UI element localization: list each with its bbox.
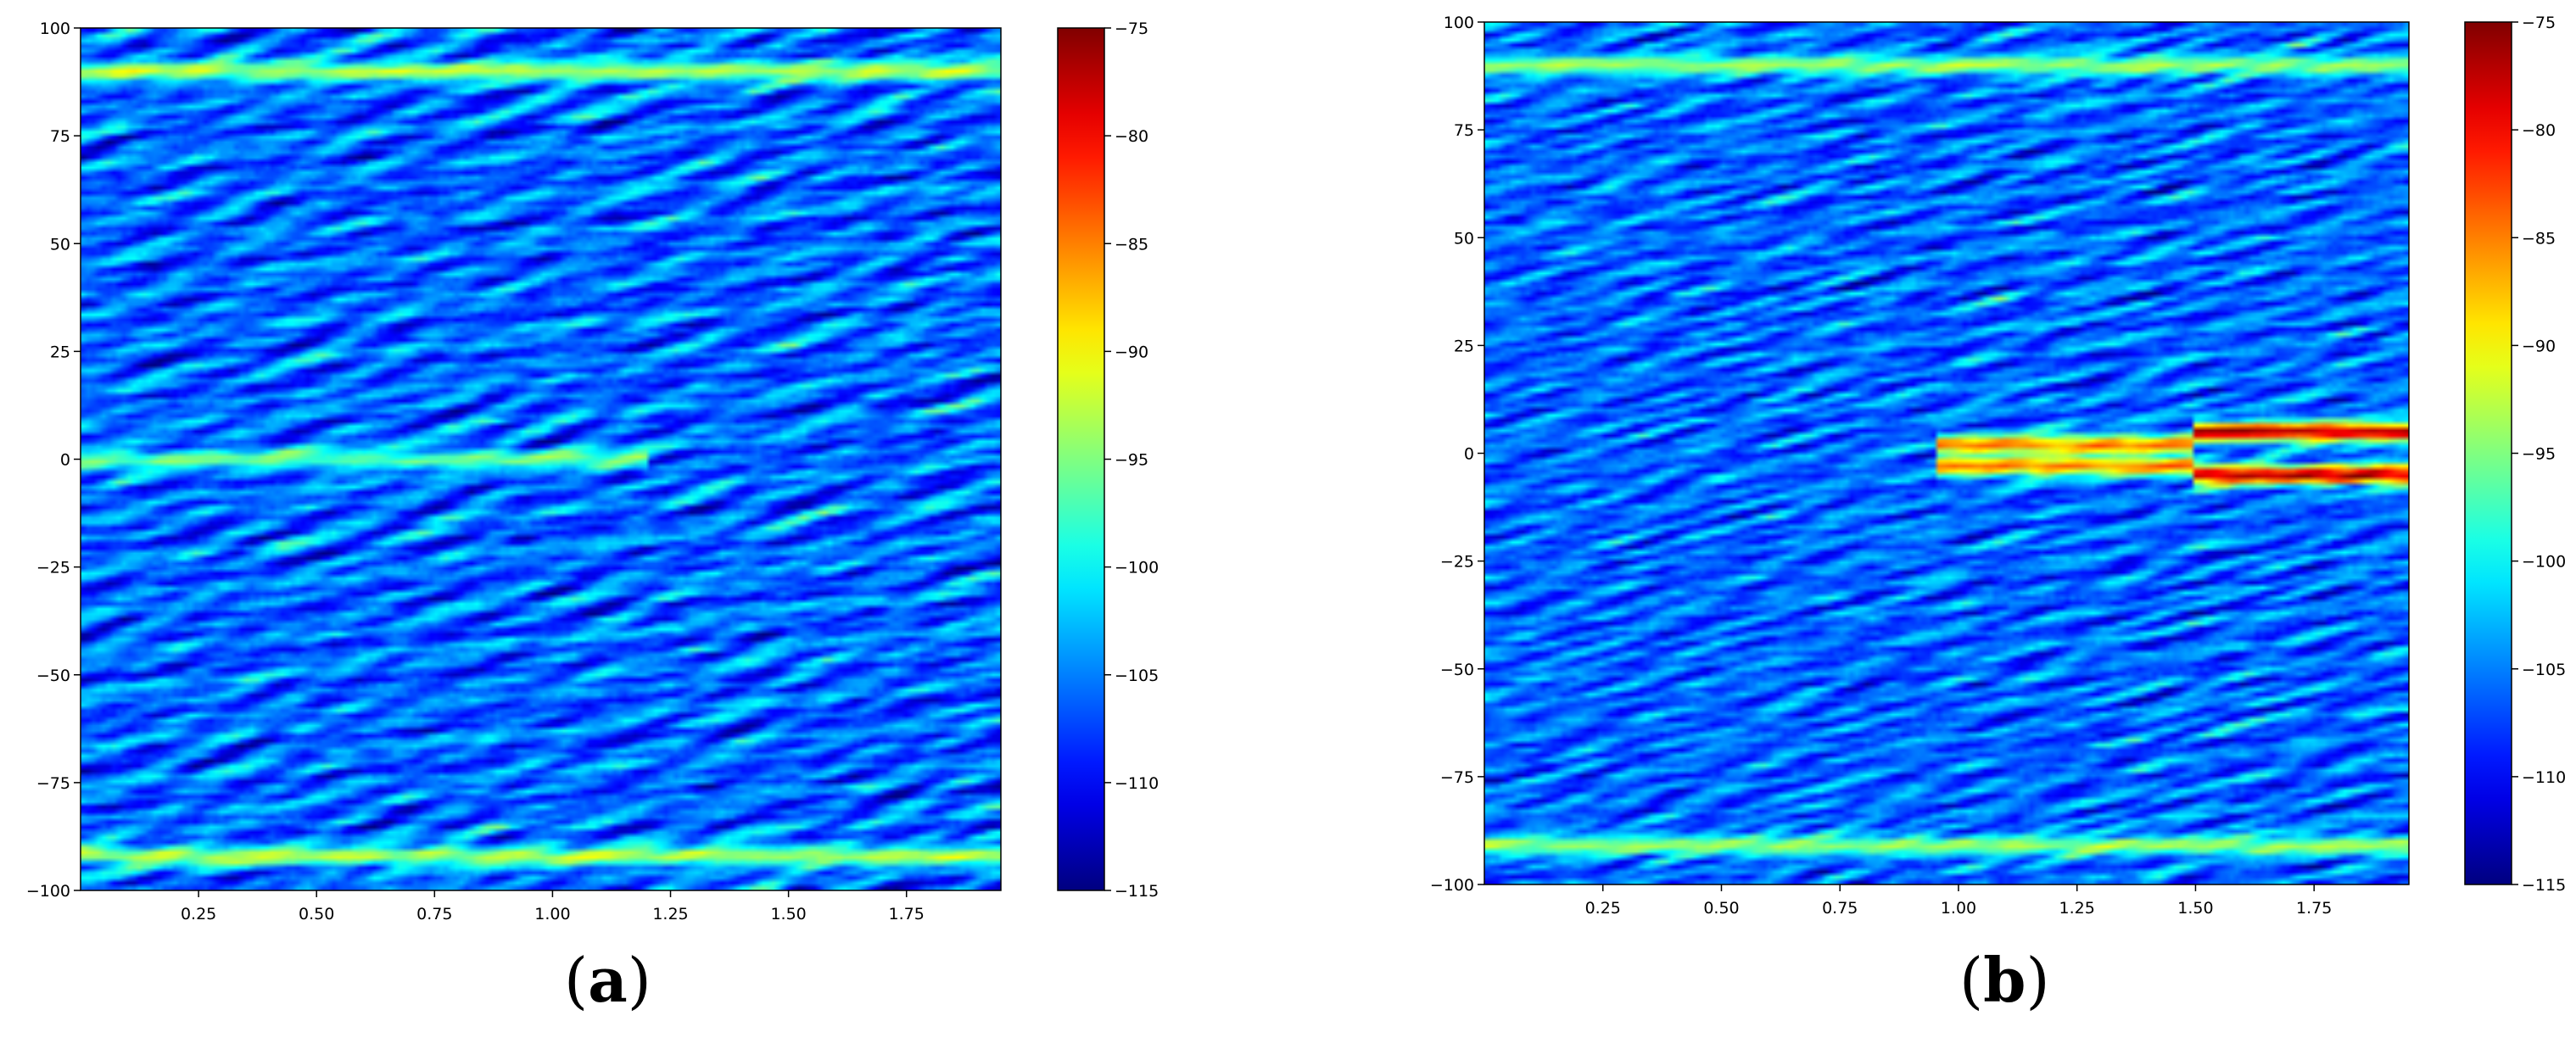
x-tick-label: 0.50 — [1703, 899, 1739, 918]
colorbar-tick-label: −85 — [2522, 229, 2556, 248]
y-tick-label: 0 — [1464, 445, 1474, 464]
y-tick-label: −100 — [1430, 876, 1474, 895]
y-tick-label: −75 — [36, 774, 70, 793]
x-tick-label: 0.50 — [299, 905, 334, 923]
colorbar-tick-label: −90 — [2522, 337, 2556, 355]
panel-label-a: (a) — [564, 944, 651, 1016]
colorbar — [2464, 21, 2512, 885]
y-tick-label: 50 — [1454, 229, 1474, 248]
x-tick-label: 0.75 — [1822, 899, 1858, 918]
x-tick-label: 1.00 — [534, 905, 570, 923]
y-tick-label: 25 — [1454, 337, 1474, 355]
colorbar-tick-label: −85 — [1115, 235, 1148, 254]
x-tick-label: 1.50 — [2177, 899, 2213, 918]
y-tick-label: −25 — [1440, 553, 1474, 572]
colorbar-tick-label: −115 — [2522, 876, 2566, 895]
x-tick-label: 1.00 — [1941, 899, 1976, 918]
x-tick-label: 0.25 — [1585, 899, 1621, 918]
panel-label-b: (b) — [1959, 944, 2050, 1016]
colorbar-tick-label: −90 — [1115, 343, 1148, 361]
y-tick-label: −25 — [36, 559, 70, 578]
x-tick-label: 0.25 — [181, 905, 216, 923]
colorbar-tick-label: −95 — [2522, 445, 2556, 464]
colorbar-tick-label: −110 — [2522, 768, 2566, 787]
x-tick-label: 0.75 — [416, 905, 452, 923]
y-tick-label: 25 — [50, 343, 70, 361]
colorbar-tick-label: −100 — [1115, 559, 1159, 578]
x-tick-label: 1.25 — [652, 905, 688, 923]
y-tick-label: 50 — [50, 235, 70, 254]
colorbar-tick-label: −105 — [1115, 667, 1159, 685]
colorbar-tick-label: −95 — [1115, 451, 1148, 470]
y-tick-label: 75 — [1454, 121, 1474, 140]
y-tick-label: −100 — [26, 882, 70, 901]
panel-label-b-letter: b — [1983, 944, 2026, 1016]
y-tick-label: −50 — [36, 667, 70, 685]
y-tick-label: 100 — [40, 20, 70, 38]
panel-label-a-letter: a — [588, 944, 628, 1016]
chart-panel-a: 0.25 0.50 0.75 1.00 1.25 1.50 1.75 100 75 50 25 0 −2… — [26, 20, 1159, 923]
colorbar-tick-label: −115 — [1115, 882, 1159, 901]
colorbar-tick-label: −80 — [1115, 127, 1148, 146]
colorbar-tick-label: −105 — [2522, 661, 2566, 679]
y-tick-label: −75 — [1440, 768, 1474, 787]
heatmap-image — [81, 28, 1001, 890]
x-tick-label: 1.50 — [770, 905, 806, 923]
x-tick-label: 1.75 — [2296, 899, 2332, 918]
colorbar-tick-label: −100 — [2522, 553, 2566, 572]
x-tick-label: 1.75 — [889, 905, 925, 923]
colorbar-tick-label: −80 — [2522, 121, 2556, 140]
colorbar-tick-label: −110 — [1115, 774, 1159, 793]
chart-panel-b: 0.25 0.50 0.75 1.00 1.25 1.50 1.75 100 75 50 25 0 −2… — [1430, 14, 2566, 918]
colorbar-tick-label: −75 — [2522, 14, 2556, 32]
colorbar-tick-label: −75 — [1115, 20, 1148, 38]
heatmap-image — [1484, 22, 2409, 884]
y-tick-label: 0 — [60, 451, 70, 470]
colorbar — [1057, 27, 1105, 891]
x-tick-label: 1.25 — [2059, 899, 2095, 918]
y-tick-label: 100 — [1444, 14, 1474, 32]
y-tick-label: −50 — [1440, 661, 1474, 679]
y-tick-label: 75 — [50, 127, 70, 146]
